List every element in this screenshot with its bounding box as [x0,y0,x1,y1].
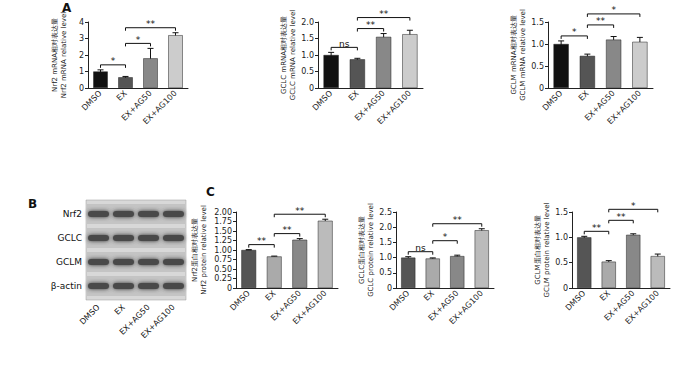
svg-text:1.50: 1.50 [214,227,232,236]
svg-text:DMSO: DMSO [541,89,565,113]
svg-text:*: * [136,35,141,45]
svg-text:GCLM mRNA relative level: GCLM mRNA relative level [519,9,527,101]
svg-text:EX: EX [422,288,436,302]
svg-text:GCLM protein relative level: GCLM protein relative level [543,203,551,298]
svg-text:β-actin: β-actin [51,281,82,291]
svg-text:EX+AG50: EX+AG50 [602,288,637,323]
svg-text:0.25: 0.25 [214,274,232,283]
svg-text:EX: EX [598,288,612,302]
svg-text:GCLM蛋白相对表达量: GCLM蛋白相对表达量 [534,215,542,284]
svg-text:GCLC protein relative level: GCLC protein relative level [367,203,375,297]
svg-text:EX+AG100: EX+AG100 [139,303,176,340]
svg-text:*: * [572,27,577,37]
svg-text:DMSO: DMSO [388,289,412,313]
svg-text:4: 4 [79,18,84,27]
svg-text:0: 0 [387,284,392,293]
svg-text:0: 0 [79,84,84,93]
svg-text:0.5: 0.5 [379,268,392,277]
svg-text:0: 0 [563,284,568,293]
svg-text:2.0: 2.0 [301,18,314,27]
svg-text:EX: EX [577,88,591,102]
svg-text:0.50: 0.50 [214,265,232,274]
svg-text:2.0: 2.0 [379,223,392,232]
svg-text:EX: EX [347,88,361,102]
svg-text:1.5: 1.5 [531,18,544,27]
svg-text:EX+AG100: EX+AG100 [141,89,178,126]
svg-text:C: C [206,185,215,199]
svg-text:**: ** [366,20,376,30]
svg-text:**: ** [295,206,305,216]
svg-text:A: A [62,1,72,15]
svg-text:DMSO: DMSO [80,89,104,113]
svg-text:Nrf2 mRNA相对表达量: Nrf2 mRNA相对表达量 [51,18,59,92]
svg-text:*: * [631,201,636,211]
svg-text:**: ** [617,212,627,222]
svg-text:0.5: 0.5 [301,67,314,76]
svg-text:Nrf2蛋白相对表达量: Nrf2蛋白相对表达量 [191,218,199,282]
svg-text:1.0: 1.0 [379,253,392,262]
svg-text:1.0: 1.0 [531,40,544,49]
svg-text:EX+AG50: EX+AG50 [119,88,154,123]
svg-text:**: ** [146,19,156,29]
svg-text:Nrf2 protein relative level: Nrf2 protein relative level [200,205,208,295]
svg-text:GCLC: GCLC [57,233,82,243]
svg-text:**: ** [257,236,267,246]
svg-text:0.5: 0.5 [531,62,544,71]
svg-text:1.25: 1.25 [214,236,232,245]
svg-text:EX+AG50: EX+AG50 [269,288,303,323]
svg-text:2.00: 2.00 [214,208,232,217]
svg-text:1.75: 1.75 [214,217,232,226]
svg-text:0: 0 [309,84,314,93]
svg-text:EX+AG100: EX+AG100 [376,89,413,126]
svg-text:*: * [111,56,116,66]
svg-text:3: 3 [79,34,84,43]
svg-text:EX+AG100: EX+AG100 [606,89,643,126]
svg-text:**: ** [592,223,602,233]
svg-text:Nrf2: Nrf2 [63,209,82,219]
svg-text:1.5: 1.5 [301,34,314,43]
svg-text:B: B [28,197,37,211]
svg-text:EX: EX [115,88,129,102]
svg-text:1.0: 1.0 [301,51,314,60]
svg-text:GCLC mRNA相对表达量: GCLC mRNA相对表达量 [280,16,288,94]
svg-text:*: * [611,5,616,15]
svg-text:ns: ns [415,243,426,253]
svg-text:GCLM mRNA相对表达量: GCLM mRNA相对表达量 [510,15,518,94]
svg-text:**: ** [379,9,389,19]
svg-text:DMSO: DMSO [228,289,252,313]
svg-text:EX+AG50: EX+AG50 [583,88,617,123]
svg-text:EX+AG50: EX+AG50 [117,302,152,337]
svg-text:DMSO: DMSO [311,89,335,113]
svg-text:**: ** [283,225,293,235]
svg-text:1.00: 1.00 [214,246,232,255]
svg-text:EX: EX [113,302,127,316]
svg-text:2.5: 2.5 [379,208,392,217]
svg-text:EX+AG100: EX+AG100 [623,289,660,326]
svg-text:GCLM: GCLM [56,257,82,267]
svg-text:GCLC蛋白相对表达量: GCLC蛋白相对表达量 [358,216,366,284]
svg-text:**: ** [596,16,606,26]
svg-text:ns: ns [339,39,350,49]
svg-text:EX+AG50: EX+AG50 [426,288,461,323]
svg-text:1: 1 [79,67,84,76]
svg-text:1.0: 1.0 [555,233,568,242]
svg-text:1.5: 1.5 [379,238,392,247]
svg-text:0.75: 0.75 [214,255,232,264]
svg-text:**: ** [453,215,463,225]
svg-text:DMSO: DMSO [78,303,102,327]
svg-text:0: 0 [539,84,544,93]
svg-text:GCLC mRNA relative level: GCLC mRNA relative level [289,10,297,101]
svg-text:0: 0 [227,284,232,293]
svg-text:1.5: 1.5 [555,208,568,217]
svg-text:EX: EX [264,288,278,302]
svg-text:2: 2 [79,51,84,60]
svg-text:*: * [443,232,448,242]
svg-text:Nrf2 mRNA relative level: Nrf2 mRNA relative level [60,12,68,99]
svg-text:DMSO: DMSO [564,289,588,313]
svg-text:EX+AG50: EX+AG50 [353,88,387,123]
svg-text:EX+AG100: EX+AG100 [291,289,328,326]
svg-text:EX+AG100: EX+AG100 [447,289,484,326]
svg-text:0.5: 0.5 [555,258,568,267]
